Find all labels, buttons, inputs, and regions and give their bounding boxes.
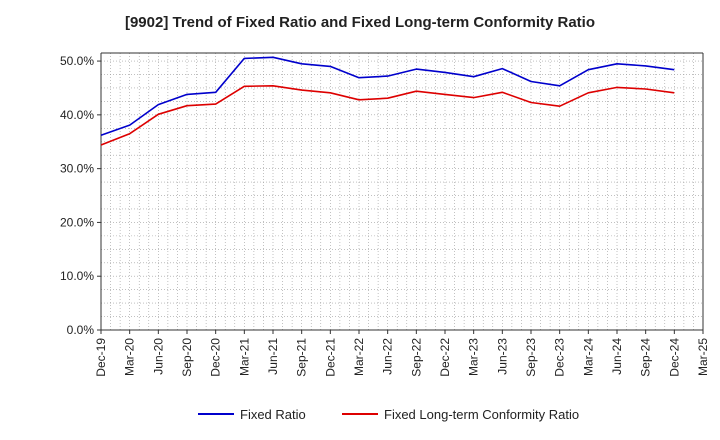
x-tick-label: Jun-21 <box>266 338 280 375</box>
x-tick-label: Dec-24 <box>667 338 681 377</box>
y-tick-label: 40.0% <box>60 108 94 122</box>
x-tick-label: Mar-20 <box>123 338 137 376</box>
x-tick-label: Dec-19 <box>94 338 108 377</box>
x-tick-label: Jun-22 <box>381 338 395 375</box>
chart-title: [9902] Trend of Fixed Ratio and Fixed Lo… <box>124 14 596 31</box>
y-tick-label: 20.0% <box>60 215 94 229</box>
series-line-fixed-ratio <box>100 56 675 137</box>
x-tick-label: Mar-22 <box>352 338 366 376</box>
x-tick-label: Sep-23 <box>524 338 538 377</box>
x-tick-label: Dec-22 <box>438 338 452 377</box>
x-tick-label: Sep-24 <box>639 338 653 377</box>
x-tick-label: Mar-25 <box>696 338 710 376</box>
x-tick-label: Mar-21 <box>237 338 251 376</box>
x-tick-label: Jun-20 <box>151 338 165 375</box>
series-line-fixed-long-term-conformity-ratio <box>100 85 675 146</box>
plot-area <box>101 53 703 330</box>
x-tick-label: Dec-20 <box>209 338 223 377</box>
x-tick-label: Dec-21 <box>323 338 337 377</box>
legend-label-0: Fixed Ratio <box>240 407 306 422</box>
y-tick-label: 50.0% <box>60 54 94 68</box>
x-tick-label: Sep-21 <box>295 338 309 377</box>
x-tick-label: Dec-23 <box>553 338 567 377</box>
x-tick-label: Sep-22 <box>409 338 423 377</box>
y-tick-label: 30.0% <box>60 162 94 176</box>
x-tick-label: Mar-23 <box>467 338 481 376</box>
y-tick-label: 10.0% <box>60 269 94 283</box>
legend-label-1: Fixed Long-term Conformity Ratio <box>384 407 579 422</box>
x-tick-label: Jun-23 <box>495 338 509 375</box>
y-tick-label: 0.0% <box>67 323 95 337</box>
x-tick-label: Mar-24 <box>581 338 595 376</box>
x-tick-label: Sep-20 <box>180 338 194 377</box>
x-tick-label: Jun-24 <box>610 338 624 375</box>
